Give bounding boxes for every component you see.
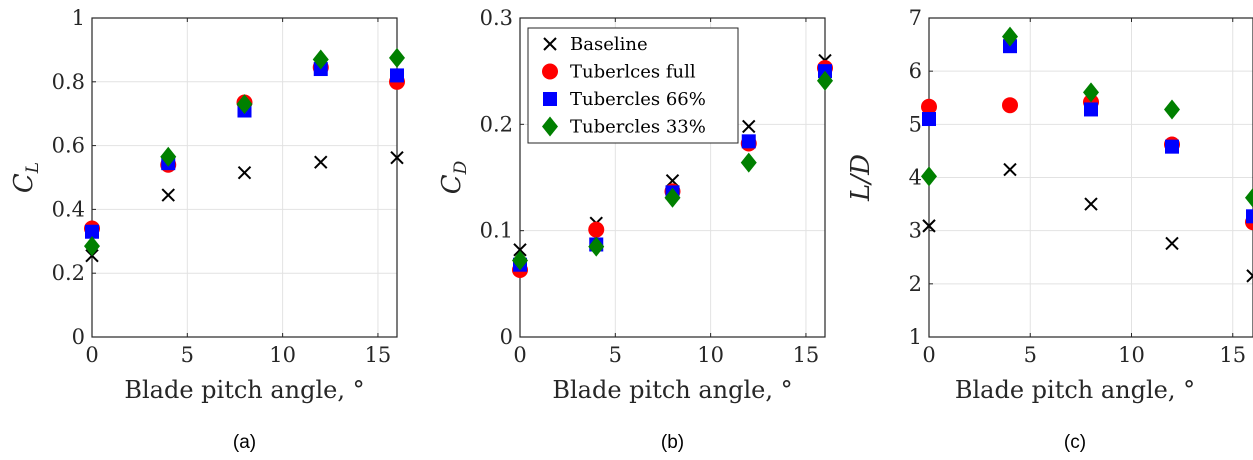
markers (921, 26, 1253, 283)
axes-frame (519, 17, 826, 338)
data-point-s3 (85, 224, 99, 239)
data-point-s1 (161, 188, 175, 202)
y-tick-label: 6 (909, 59, 922, 83)
legend-box (527, 27, 739, 144)
y-axis-label: L/D (846, 154, 876, 202)
panel-label: (a) (233, 432, 256, 453)
x-tick-label: 15 (1219, 343, 1246, 367)
data-point-s4 (740, 152, 757, 173)
data-point-s4 (664, 187, 681, 208)
y-axis-label: CD (437, 160, 471, 194)
legend-label: Tuberlces full (570, 62, 696, 83)
legend-marker (542, 63, 558, 80)
x-tick-label: 0 (85, 343, 98, 367)
legend-marker (543, 92, 557, 106)
data-point-s1 (742, 119, 756, 134)
y-tick-label: 0.3 (480, 6, 513, 30)
legend-marker (543, 37, 557, 51)
data-point-s4 (1245, 187, 1253, 208)
x-tick-label: 10 (269, 343, 296, 367)
data-point-s1 (1246, 269, 1253, 283)
legend-item: Tubercles 33% (542, 116, 706, 138)
data-point-s1 (237, 166, 252, 180)
x-axis-label: Blade pitch angle, ° (124, 376, 364, 404)
y-tick-label: 0.6 (52, 134, 85, 158)
legend-marker (542, 116, 558, 137)
x-tick-label: 10 (697, 343, 724, 367)
y-axis-label: CL (9, 162, 43, 193)
x-tick-label: 15 (793, 343, 820, 367)
markers (512, 53, 833, 279)
data-point-s1 (1165, 236, 1179, 251)
data-point-s3 (1246, 209, 1253, 224)
x-tick-label: 0 (513, 343, 526, 367)
y-tick-label: 1 (909, 325, 922, 349)
markers (84, 47, 405, 263)
y-tick-label: 5 (909, 112, 922, 136)
x-tick-label: 5 (1024, 343, 1037, 367)
data-point-s1 (1084, 197, 1098, 211)
y-tick-label: 1 (72, 6, 85, 30)
panel-label: (c) (1064, 432, 1086, 453)
legend: Baseline Tuberlces full Tubercles 66% Tuber… (527, 27, 739, 144)
data-point-s4 (236, 94, 253, 115)
y-tick-label: 2 (909, 272, 922, 296)
data-point-s1 (922, 219, 936, 233)
x-axis-label: Blade pitch angle, ° (955, 376, 1195, 404)
y-tick-label: 4 (909, 166, 922, 190)
data-point-s4 (1164, 99, 1180, 120)
chart-panel-2: 0 5 10 15 0 0.1 0.2 0.3 Blade pitch angle, ° CD (b… (437, 6, 833, 453)
data-point-s3 (390, 68, 404, 83)
data-point-s2 (588, 221, 605, 238)
data-point-s1 (314, 155, 328, 169)
legend-label: Baseline (570, 34, 648, 55)
data-point-s3 (1165, 139, 1179, 154)
y-tick-label: 0.1 (480, 219, 513, 243)
data-point-s3 (1084, 102, 1098, 117)
y-tick-label: 0 (72, 325, 85, 349)
y-tick-label: 3 (909, 219, 922, 243)
data-point-s4 (921, 166, 937, 187)
y-tick-label: 0 (500, 325, 513, 349)
chart-panel-1: 0 5 10 15 0 0.2 0.4 0.6 0.8 1 Blade pitch angle, °… (9, 6, 405, 453)
legend-item: Baseline (543, 34, 648, 55)
data-point-s3 (922, 112, 936, 127)
data-point-s4 (1083, 82, 1099, 103)
y-tick-label: 0.2 (480, 112, 513, 136)
data-point-s4 (84, 236, 100, 257)
data-point-s4 (1002, 26, 1018, 47)
legend-item: Tuberlces full (542, 62, 696, 83)
data-point-s1 (390, 151, 404, 165)
data-point-s4 (312, 49, 329, 70)
x-axis-label: Blade pitch angle, ° (552, 376, 792, 404)
legend-label: Tubercles 33% (570, 117, 706, 138)
data-point-s2 (921, 98, 937, 115)
x-tick-label: 10 (1118, 343, 1145, 367)
x-tick-label: 15 (365, 343, 392, 367)
data-point-s1 (513, 243, 527, 257)
data-point-s1 (1003, 162, 1017, 177)
legend-label: Tubercles 66% (570, 89, 706, 110)
axes-frame (91, 17, 398, 338)
x-tick-label: 5 (609, 343, 622, 367)
data-point-s4 (817, 70, 833, 91)
data-point-s2 (1002, 97, 1018, 114)
legend-item: Tubercles 66% (543, 89, 706, 110)
chart-panel-3: 0 5 10 15 1 2 3 4 5 6 7 Blade pitch angle, ° L/D (c) (846, 6, 1253, 453)
data-point-s4 (512, 250, 528, 271)
y-tick-label: 7 (909, 6, 922, 30)
x-tick-label: 5 (181, 343, 194, 367)
panel-label: (b) (661, 432, 684, 453)
data-point-s4 (389, 47, 405, 68)
data-point-s4 (588, 236, 605, 257)
x-tick-label: 0 (922, 343, 935, 367)
y-tick-label: 0.2 (52, 261, 85, 285)
data-point-s4 (160, 146, 177, 167)
data-point-s3 (741, 134, 756, 149)
y-tick-label: 0.8 (52, 70, 85, 94)
y-tick-label: 0.4 (52, 197, 85, 221)
